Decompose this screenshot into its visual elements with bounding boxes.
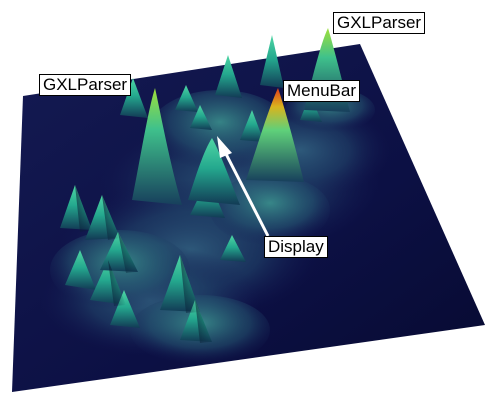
terrain-peak xyxy=(220,235,246,262)
terrain-shading xyxy=(75,185,212,343)
terrain-peak-menubar xyxy=(246,88,304,182)
terrain-peak xyxy=(110,290,140,328)
label-gxlparser-left: GXLParser xyxy=(39,74,132,96)
terrain-peak xyxy=(175,85,198,112)
terrain-peak xyxy=(190,105,212,130)
terrain-peak xyxy=(215,55,242,98)
terrain-peak xyxy=(120,78,148,118)
terrain-peak-display xyxy=(188,138,240,205)
terrain-peak-gxlparser-left xyxy=(132,88,182,205)
terrain-peak xyxy=(65,250,96,290)
label-menubar: MenuBar xyxy=(283,80,360,102)
terrain-peak xyxy=(260,35,284,88)
label-display: Display xyxy=(264,236,328,258)
display-arrow xyxy=(217,136,270,237)
terrain-peak xyxy=(240,110,264,142)
label-gxlparser-top: GXLParser xyxy=(333,12,426,34)
